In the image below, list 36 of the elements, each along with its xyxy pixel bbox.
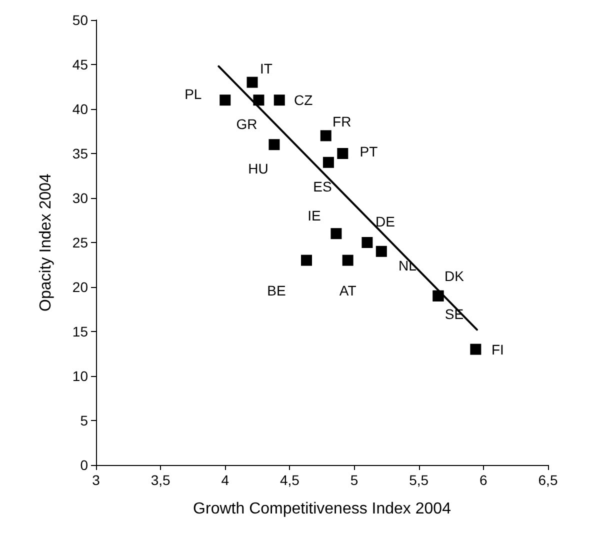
x-tick-label: 5,5 xyxy=(409,472,429,488)
y-tick-label: 25 xyxy=(72,234,88,250)
data-label: PL xyxy=(184,86,202,102)
y-tick-label: 20 xyxy=(72,279,88,295)
data-label: IE xyxy=(308,208,321,224)
data-label: AT xyxy=(339,282,357,298)
data-label: GR xyxy=(236,116,258,132)
x-tick-label: 4,5 xyxy=(280,472,300,488)
data-label: ES xyxy=(313,178,332,194)
x-tick-label: 6,5 xyxy=(538,472,558,488)
data-label: FI xyxy=(491,341,504,358)
data-label: BE xyxy=(267,282,286,298)
data-label: HU xyxy=(248,160,268,177)
y-tick-label: 30 xyxy=(72,190,88,206)
data-label: IT xyxy=(260,60,273,76)
y-axis-title: Opacity Index 2004 xyxy=(38,173,54,312)
x-tick-label: 3 xyxy=(92,472,100,488)
y-tick-label: 5 xyxy=(80,412,88,428)
x-axis-title: Growth Competitiveness Index 2004 xyxy=(193,500,452,518)
data-label: FR xyxy=(332,114,352,130)
y-tick-label: 50 xyxy=(72,12,88,28)
y-tick-label: 15 xyxy=(72,324,88,340)
y-tick-label: 0 xyxy=(80,457,88,473)
x-tick-label: 3,5 xyxy=(150,472,171,488)
y-tick-label: 10 xyxy=(72,368,88,384)
y-tick-label: 45 xyxy=(72,56,88,72)
data-label: CZ xyxy=(294,92,314,108)
data-label: PT xyxy=(360,144,378,160)
data-label: DE xyxy=(375,214,395,230)
data-label: DK xyxy=(444,268,465,284)
y-tick-label: 40 xyxy=(72,101,88,117)
y-tick-label: 35 xyxy=(72,146,88,162)
x-tick-label: 6 xyxy=(480,472,488,488)
x-tick-label: 4 xyxy=(221,472,230,488)
data-label: NL xyxy=(398,257,417,274)
x-tick-label: 5 xyxy=(350,472,358,488)
